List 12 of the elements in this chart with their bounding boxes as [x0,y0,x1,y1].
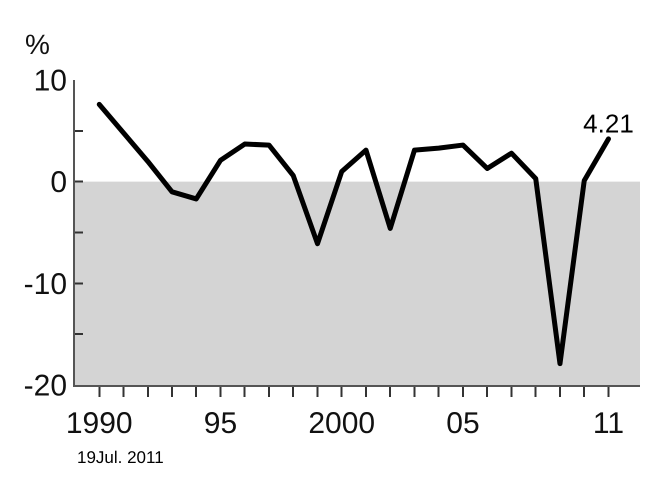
text: 19Jul. 2011 [77,448,164,467]
x-tick-label: 2000 [308,407,376,440]
x-tick-label: 1990 [66,407,133,440]
y-tick-label: 0 [50,166,67,200]
x-tick-label: 95 [204,407,238,440]
y-tick-label: -10 [24,268,67,301]
y-tick-label: -20 [24,370,67,402]
y-tick-label: 10 [34,64,67,98]
x-tick-label: 05 [446,407,480,440]
data-label: 4.21 [583,108,634,138]
x-tick-label: 11 [592,407,624,440]
y-axis-title: % [25,29,50,60]
